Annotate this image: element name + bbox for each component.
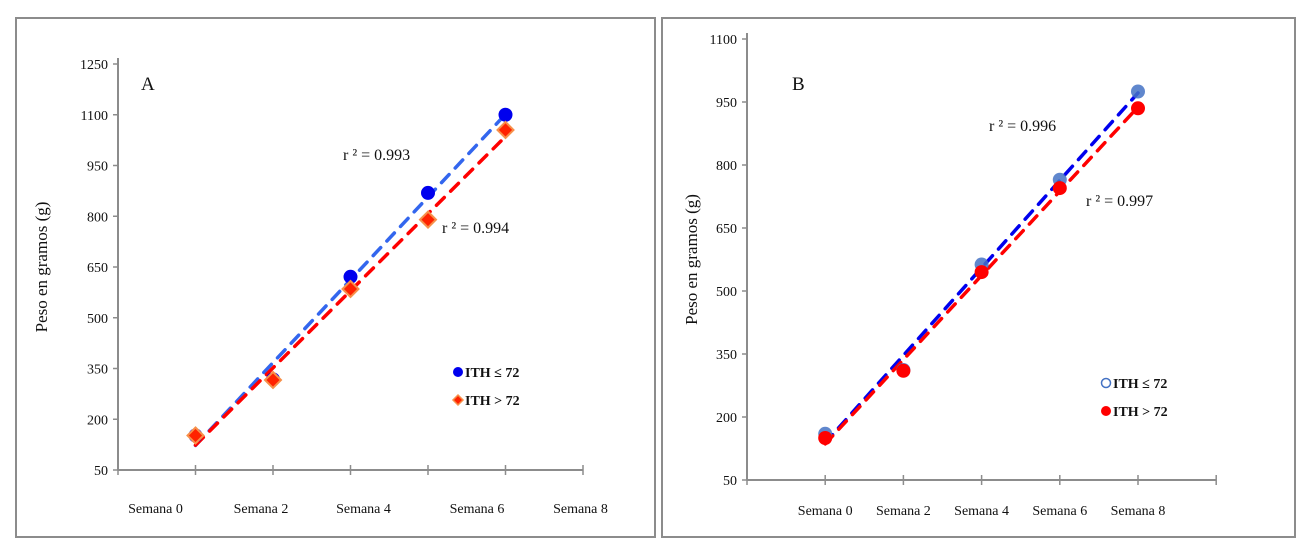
r-squared-label: r ² = 0.994 [442,220,509,237]
data-point [418,210,438,230]
y-tick-label: 800 [716,159,737,174]
x-category-label: Semana 0 [128,502,183,517]
data-point [496,120,515,140]
chart-panel-a: 50 200 350 500 650 800 950 1100 1250 Semana 0 Sema… [15,17,656,538]
y-axis-title: Peso en gramos (g) [32,202,51,333]
y-tick-label: 350 [87,363,108,378]
data-point [896,363,911,378]
r-squared-label: r ² = 0.996 [989,118,1056,135]
y-tick-label: 650 [716,222,737,237]
chart-a-svg: 50 200 350 500 650 800 950 1100 1250 Semana 0 Sema… [32,58,608,517]
r-squared-label: r ² = 0.993 [343,147,410,164]
legend-marker-circle-open [1100,377,1112,389]
y-tick-label: 950 [87,160,108,175]
y-tick-label: 500 [716,285,737,300]
legend-marker-circle [1101,406,1111,416]
x-category-label: Semana 4 [336,502,391,517]
x-category-label: Semana 8 [1111,504,1166,519]
y-tick-label: 950 [716,96,737,111]
trendline-series-1 [823,91,1140,445]
x-category-label: Semana 2 [234,502,289,517]
data-point [263,370,283,390]
panel-label: B [792,74,805,95]
y-axis-title: Peso en gramos (g) [682,194,701,325]
y-tick-label: 500 [87,312,108,327]
y-tick-label: 1250 [80,58,108,73]
data-point [974,265,989,280]
x-category-label: Semana 6 [450,502,505,517]
x-category-label: Semana 4 [954,504,1009,519]
y-tick-label: 650 [87,261,108,276]
data-point [498,107,513,122]
data-point [186,426,205,445]
data-point [343,269,358,284]
y-tick-label: 200 [716,411,737,426]
y-tick-label: 200 [87,413,108,428]
legend-marker-circle [453,367,463,377]
data-point [421,185,435,200]
x-category-label: Semana 0 [798,504,853,519]
y-tick-label: 800 [87,210,108,225]
legend-marker-diamond [451,393,465,407]
x-category-label: Semana 8 [553,502,608,517]
y-tick-label: 50 [723,474,737,489]
x-category-label: Semana 2 [876,504,931,519]
chart-b-svg: 50 200 350 500 650 800 950 1100 Semana 0 Semana 2… [682,33,1217,519]
x-category-label: Semana 6 [1032,504,1087,519]
data-point [1052,181,1067,196]
data-point [1131,101,1145,116]
legend-label: ITH > 72 [1113,405,1168,420]
chart-panel-b: 50 200 350 500 650 800 950 1100 Semana 0 Semana 2… [661,17,1296,538]
legend-label: ITH > 72 [465,394,520,409]
r-squared-label: r ² = 0.997 [1086,193,1153,210]
data-point [1131,84,1145,99]
y-tick-label: 50 [94,464,108,479]
y-tick-label: 1100 [81,109,108,124]
panel-label: A [141,74,155,95]
legend-label: ITH ≤ 72 [1113,377,1167,392]
legend-label: ITH ≤ 72 [465,366,519,381]
y-tick-label: 1100 [710,33,737,48]
data-point [818,431,833,445]
y-tick-label: 350 [716,348,737,363]
data-point [341,279,360,299]
